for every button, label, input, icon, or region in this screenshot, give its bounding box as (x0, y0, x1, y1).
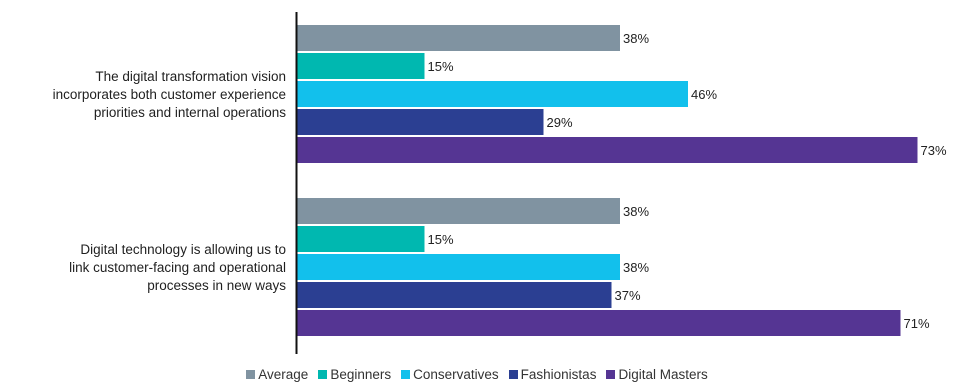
category-label-line: Digital technology is allowing us to (80, 242, 286, 257)
legend-swatch (318, 370, 328, 379)
bar-beginners-2 (297, 226, 425, 252)
legend-label: Conservatives (413, 367, 499, 382)
category-label-line: The digital transformation vision (95, 69, 286, 84)
legend-label: Beginners (330, 367, 392, 382)
bar-value-label: 38% (623, 204, 649, 219)
bar-average-1 (297, 25, 620, 51)
bar-value-label: 38% (623, 260, 649, 275)
legend-swatch (508, 370, 518, 379)
legend-item-conservatives: Conservatives (401, 367, 499, 382)
legend-item-digital-masters: Digital Masters (606, 367, 708, 382)
legend-item-average: Average (246, 367, 308, 382)
bar-digital-masters-1 (297, 137, 918, 163)
bar-fashionistas-2 (297, 282, 612, 308)
bar-value-label: 15% (428, 59, 454, 74)
category-label-line: priorities and internal operations (94, 105, 286, 120)
legend-swatch (401, 370, 411, 379)
bar-average-2 (297, 198, 620, 224)
chart-legend: Average Beginners Conservatives Fashionista… (0, 367, 954, 382)
legend-label: Average (258, 367, 309, 382)
bar-value-label: 71% (904, 316, 930, 331)
bar-value-label: 38% (623, 31, 649, 46)
legend-item-beginners: Beginners (318, 367, 391, 382)
category-label-line: processes in new ways (147, 278, 286, 293)
legend-swatch (246, 370, 256, 379)
bar-value-label: 29% (547, 115, 573, 130)
category-label-line: incorporates both customer experience (53, 87, 286, 102)
legend-label: Fashionistas (520, 367, 597, 382)
bar-value-label: 15% (428, 232, 454, 247)
bar-value-label: 37% (615, 288, 641, 303)
bar-value-label: 73% (921, 143, 947, 158)
category-label: The digital transformation vision incorpo… (53, 69, 287, 120)
bar-conservatives-2 (297, 254, 620, 280)
category-label: Digital technology is allowing us to link… (69, 242, 286, 293)
bar-fashionistas-1 (297, 109, 544, 135)
bar-beginners-1 (297, 53, 425, 79)
category-label-line: link customer-facing and operational (69, 260, 286, 275)
bar-digital-masters-2 (297, 310, 901, 336)
bar-value-label: 46% (691, 87, 717, 102)
legend-swatch (606, 370, 616, 379)
bar-conservatives-1 (297, 81, 688, 107)
legend-label: Digital Masters (618, 367, 708, 382)
legend-item-fashionistas: Fashionistas (508, 367, 597, 382)
